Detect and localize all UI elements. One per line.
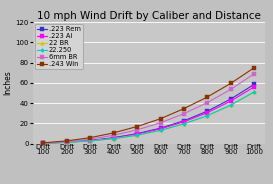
22 BR — [206, 115, 209, 117]
22.250 — [206, 115, 209, 117]
Line: .223 AI: .223 AI — [41, 85, 256, 145]
22.250 — [112, 138, 115, 140]
.223 Rem — [229, 98, 233, 100]
.243 Win — [88, 137, 92, 139]
22 BR — [135, 134, 139, 136]
22 BR — [42, 142, 45, 144]
22 BR — [229, 104, 233, 106]
.223 AI — [206, 112, 209, 114]
.223 AI — [229, 100, 233, 102]
6mm BR — [182, 113, 186, 115]
.223 AI — [88, 140, 92, 142]
6mm BR — [42, 142, 45, 144]
.223 Rem — [206, 110, 209, 112]
.223 Rem — [159, 127, 162, 129]
22.250 — [65, 141, 68, 144]
.243 Win — [253, 67, 256, 69]
.223 Rem — [88, 139, 92, 142]
22 BR — [182, 123, 186, 125]
22.250 — [135, 134, 139, 136]
6mm BR — [253, 73, 256, 75]
22.250 — [182, 123, 186, 125]
6mm BR — [159, 122, 162, 124]
.223 AI — [65, 141, 68, 143]
22.250 — [88, 140, 92, 142]
22.250 — [159, 129, 162, 131]
.243 Win — [182, 107, 186, 110]
Legend: .223 Rem, .223 AI, 22 BR, 22.250, 6mm BR, .243 Win: .223 Rem, .223 AI, 22 BR, 22.250, 6mm BR… — [35, 24, 83, 69]
6mm BR — [112, 134, 115, 136]
6mm BR — [135, 129, 139, 131]
22 BR — [88, 140, 92, 142]
22 BR — [253, 91, 256, 93]
22 BR — [65, 141, 68, 144]
22.250 — [253, 91, 256, 93]
.243 Win — [42, 142, 45, 144]
.223 AI — [42, 142, 45, 144]
.243 Win — [159, 118, 162, 120]
6mm BR — [229, 88, 233, 91]
.223 AI — [112, 137, 115, 139]
.223 Rem — [112, 137, 115, 139]
.223 AI — [159, 128, 162, 130]
.243 Win — [229, 82, 233, 84]
.223 Rem — [135, 132, 139, 135]
.223 Rem — [65, 141, 68, 143]
.223 AI — [253, 86, 256, 88]
6mm BR — [206, 101, 209, 104]
.243 Win — [135, 125, 139, 128]
22 BR — [112, 138, 115, 140]
Line: 22 BR: 22 BR — [41, 90, 256, 145]
Y-axis label: Inches: Inches — [3, 70, 12, 95]
.243 Win — [206, 96, 209, 98]
22 BR — [159, 129, 162, 131]
22.250 — [229, 104, 233, 106]
.243 Win — [112, 132, 115, 134]
Title: 10 mph Wind Drift by Caliber and Distance: 10 mph Wind Drift by Caliber and Distanc… — [37, 11, 261, 21]
22.250 — [42, 142, 45, 144]
.223 AI — [135, 133, 139, 135]
Line: .243 Win: .243 Win — [41, 66, 256, 145]
Line: 22.250: 22.250 — [42, 91, 256, 145]
.223 AI — [182, 121, 186, 123]
.223 Rem — [42, 142, 45, 144]
.223 Rem — [253, 83, 256, 85]
Line: 6mm BR: 6mm BR — [41, 72, 256, 145]
6mm BR — [88, 138, 92, 140]
6mm BR — [65, 141, 68, 143]
.223 Rem — [182, 120, 186, 122]
.243 Win — [65, 140, 68, 142]
Line: .223 Rem: .223 Rem — [41, 83, 256, 145]
